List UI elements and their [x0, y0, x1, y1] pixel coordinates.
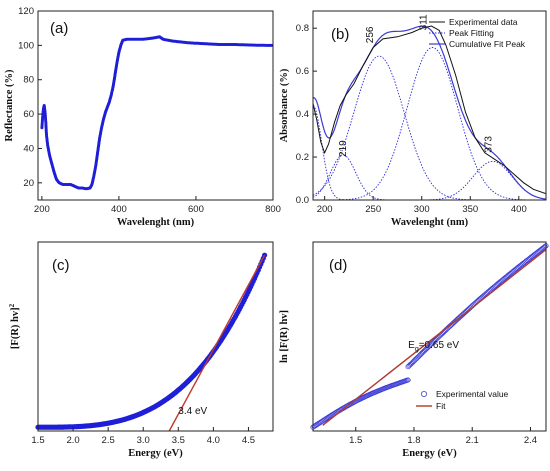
x-tick-label: 3.0 [137, 435, 150, 446]
x-tick-label: 4.0 [207, 435, 220, 446]
x-tick-label: 2.5 [102, 435, 115, 446]
x-tick-label: 350 [462, 204, 478, 215]
y-tick-label: 100 [18, 40, 34, 51]
b-plot-frame [312, 10, 547, 201]
tangent-fit-line [168, 254, 266, 432]
panel-label: (c) [52, 257, 70, 274]
panel-label: (d) [329, 257, 347, 274]
d-plot-frame [312, 241, 547, 432]
y-axis-label: [F(R) hv]2 [8, 303, 21, 349]
c-plot-frame [37, 241, 274, 432]
panel-label: (b) [331, 26, 349, 43]
peak-fit-curve-311 [313, 47, 546, 200]
x-tick-label: 200 [317, 204, 333, 215]
x-tick-label: 2.4 [524, 435, 537, 446]
data-point [542, 244, 548, 250]
x-tick-label: 300 [414, 204, 430, 215]
x-axis-label: Wavelenght (nm) [117, 217, 195, 228]
peak-annotation: 311 [419, 14, 430, 30]
x-axis-label: Energy (eV) [128, 448, 183, 459]
band-gap-annotation: 3.4 eV [178, 406, 207, 417]
y-axis-label: Absorbance (%) [279, 68, 290, 142]
y-tick-label: 20 [23, 178, 34, 189]
panel-a: 200 400 600 800 20 40 60 80 100 120 Wavelenght (nm… [4, 6, 281, 228]
x-tick-label: 800 [265, 204, 281, 215]
y-tick-label: 40 [23, 143, 34, 154]
x-tick-label: 1.5 [349, 435, 362, 446]
y-tick-label: 0.4 [296, 109, 309, 120]
x-tick-label: 400 [511, 204, 527, 215]
peak-annotation: 219 [338, 140, 349, 157]
x-tick-label: 400 [111, 204, 127, 215]
fit-line [322, 249, 547, 426]
x-axis-label: Energy (eV) [402, 448, 457, 459]
x-tick-label: 200 [34, 204, 50, 215]
y-axis-label-main: [F(R) hv] [10, 307, 21, 349]
x-tick-label: 4.5 [242, 435, 255, 446]
y-tick-label: 60 [23, 109, 34, 120]
plot-area [313, 25, 546, 200]
band-gap-annotation: Eg=0.65 eV [408, 340, 459, 353]
data-point [262, 252, 268, 258]
a-plot-frame [37, 10, 274, 201]
y-tick-label: 0.8 [296, 23, 309, 34]
peak-fit-curve-256 [313, 55, 546, 200]
y-tick-label: 120 [18, 6, 34, 17]
x-tick-label: 3.5 [172, 435, 185, 446]
x-tick-label: 1.8 [407, 435, 420, 446]
legend-entry: Cumulative Fit Peak [449, 39, 526, 49]
legend-swatch [420, 390, 427, 397]
cumulative-fit-line [313, 25, 546, 200]
x-tick-label: 250 [365, 204, 381, 215]
peak-fit-curve-219 [313, 154, 546, 200]
y-tick-label: 0.2 [296, 152, 309, 163]
y-axis-label-exponent: 2 [8, 303, 16, 307]
panel-d: Eg=0.65 eV 1.5 1.8 2.1 2.4 Energy (eV) ln [F(R… [279, 241, 549, 459]
data-point [270, 43, 274, 47]
annotation-subscript: g [415, 346, 419, 353]
x-tick-label: 2.1 [466, 435, 479, 446]
annotation-E: E [408, 340, 415, 351]
annotation-value: =0.65 eV [419, 340, 460, 351]
panel-label: (a) [50, 20, 68, 37]
x-tick-label: 2.0 [66, 435, 79, 446]
y-tick-label: 80 [23, 75, 34, 86]
y-tick-label: 0.0 [296, 195, 309, 206]
x-tick-label: 600 [188, 204, 204, 215]
data-point [405, 377, 411, 383]
experimental-data-line [313, 25, 546, 195]
y-axis-label: ln [F(R) hv] [279, 310, 290, 363]
peak-annotation: 256 [365, 26, 376, 43]
y-axis-label: Reflectance (%) [4, 69, 15, 142]
peak-annotation: 373 [484, 136, 495, 153]
y-tick-label: 0.6 [296, 66, 309, 77]
x-tick-label: 1.5 [31, 435, 44, 446]
panel-b: 219 256 311 373 200 250 300 350 400 0.0 0.2 0.4 0.6 0… [279, 10, 547, 228]
legend-entry: Fit [436, 401, 446, 411]
x-axis-label: Wavelenght (nm) [391, 217, 469, 228]
legend-entry: Experimental data [449, 17, 518, 27]
legend-entry: Peak Fitting [449, 28, 494, 38]
legend-entry: Experimental value [436, 389, 509, 399]
panel-c: 3.4 eV 1.5 2.0 2.5 3.0 3.5 4.0 4.5 Energy (eV) [F… [8, 241, 274, 459]
